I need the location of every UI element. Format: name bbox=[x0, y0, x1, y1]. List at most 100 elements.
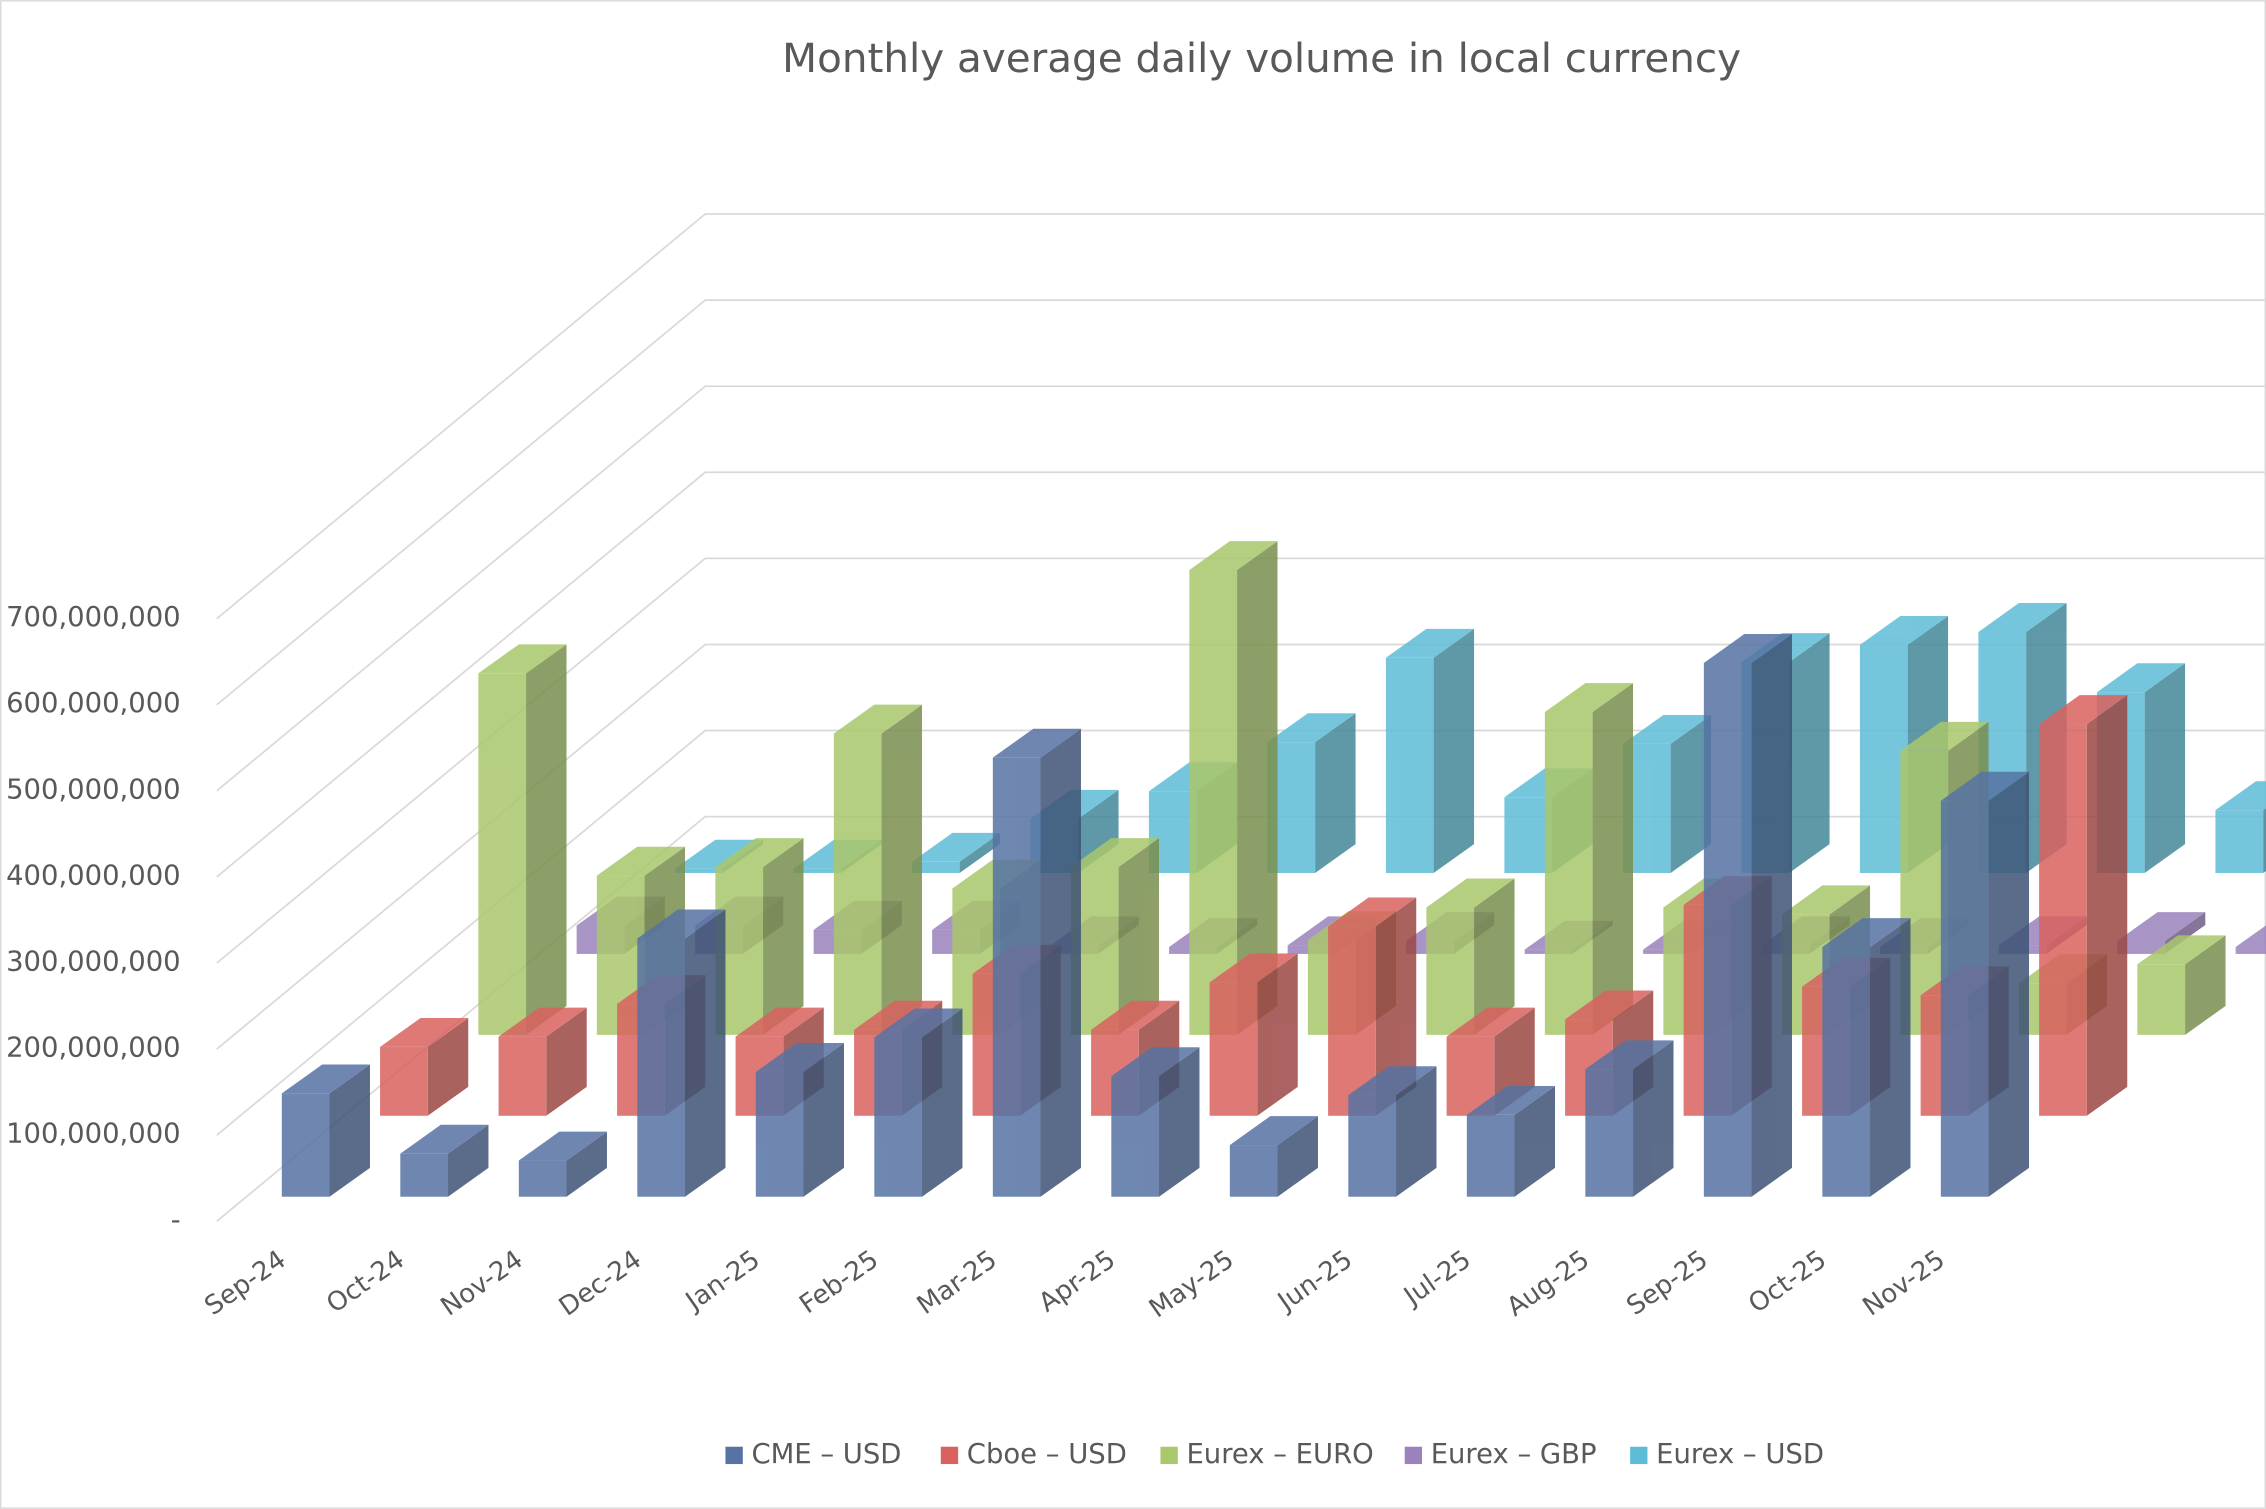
bar-side bbox=[922, 1008, 963, 1197]
bar-top bbox=[992, 728, 1081, 758]
grid-line bbox=[216, 471, 2266, 878]
bar-side bbox=[2086, 695, 2128, 1116]
bar bbox=[1267, 713, 1356, 874]
bar-side bbox=[1315, 713, 1356, 874]
bar-side bbox=[1592, 683, 1634, 1035]
grid-line bbox=[216, 299, 2266, 706]
bar-front bbox=[1385, 657, 1434, 874]
bar-top bbox=[854, 1000, 943, 1030]
bar-front bbox=[1189, 569, 1238, 1035]
bar-top bbox=[1781, 885, 1871, 915]
bar-top bbox=[735, 1007, 824, 1037]
bar-side bbox=[1870, 918, 1911, 1197]
legend-swatch bbox=[725, 1446, 743, 1465]
bar-top bbox=[380, 1018, 469, 1047]
legend-label: CME – USD bbox=[751, 1439, 901, 1470]
bar-top bbox=[1091, 1000, 1180, 1030]
bar-side bbox=[803, 1042, 844, 1197]
bar-side bbox=[685, 909, 726, 1197]
bar-front bbox=[1859, 644, 1908, 874]
legend-swatch bbox=[940, 1446, 959, 1465]
bar-top bbox=[1466, 1086, 1555, 1115]
bar-front bbox=[1822, 947, 1871, 1197]
y-tick-label: 700,000,000 bbox=[6, 602, 181, 633]
bar bbox=[992, 728, 1081, 1197]
bar-front bbox=[1209, 982, 1258, 1116]
bar-front bbox=[400, 1153, 448, 1197]
bar-front bbox=[2215, 810, 2264, 874]
bar-front bbox=[833, 733, 882, 1035]
bar-front bbox=[281, 1093, 330, 1197]
bar bbox=[1940, 771, 2029, 1197]
bar-top bbox=[1544, 683, 1634, 713]
bar bbox=[2137, 935, 2226, 1035]
bar-front bbox=[637, 938, 686, 1197]
grid-line bbox=[216, 557, 2266, 964]
bar-top bbox=[1585, 1040, 1674, 1070]
bar-front bbox=[755, 1071, 804, 1197]
y-tick-label: 300,000,000 bbox=[6, 947, 181, 978]
y-tick-label: 500,000,000 bbox=[6, 774, 181, 805]
bar-side bbox=[1118, 838, 1160, 1035]
bar-top bbox=[2117, 912, 2206, 942]
bar-top bbox=[518, 1131, 607, 1161]
bar bbox=[715, 838, 804, 1035]
y-tick-label: 200,000,000 bbox=[6, 1033, 181, 1064]
bar bbox=[1426, 878, 1515, 1035]
bar-top bbox=[281, 1064, 370, 1094]
bar bbox=[400, 1124, 489, 1197]
bar-front bbox=[911, 861, 960, 874]
bar-front bbox=[380, 1046, 428, 1116]
bar-front bbox=[1229, 1145, 1278, 1197]
bar-front bbox=[1426, 907, 1475, 1035]
bar bbox=[281, 1064, 370, 1197]
bar-side bbox=[566, 1131, 607, 1197]
bar-front bbox=[1703, 662, 1752, 1197]
bar-top bbox=[498, 1007, 587, 1037]
bar-side bbox=[1375, 897, 1417, 1116]
bar-side bbox=[1277, 1116, 1318, 1197]
bar-side bbox=[2144, 663, 2186, 874]
bar-front bbox=[1504, 797, 1553, 874]
bar-side bbox=[1159, 1047, 1200, 1197]
legend-label: Eurex – USD bbox=[1656, 1439, 1824, 1470]
bar-top bbox=[2215, 781, 2266, 811]
bar-top bbox=[596, 846, 686, 876]
bar-side bbox=[526, 644, 567, 1035]
bar bbox=[498, 1007, 587, 1116]
bar-top bbox=[400, 1124, 489, 1154]
bar-front bbox=[874, 1037, 923, 1197]
bar-top bbox=[1111, 1047, 1200, 1077]
bar-top bbox=[1426, 878, 1515, 908]
bar-side bbox=[329, 1064, 370, 1197]
bar bbox=[478, 644, 567, 1035]
legend-label: Cboe – USD bbox=[967, 1439, 1127, 1470]
bar-side bbox=[546, 1007, 587, 1116]
bar bbox=[1585, 1040, 1674, 1197]
bar-front bbox=[498, 1036, 547, 1116]
bar-front bbox=[1466, 1114, 1515, 1197]
bar-front bbox=[1585, 1069, 1634, 1197]
bar-top bbox=[1209, 953, 1298, 983]
legend-label: Eurex – EURO bbox=[1186, 1439, 1373, 1470]
bar-side bbox=[1633, 1040, 1674, 1197]
bar-top bbox=[1385, 628, 1475, 658]
bar-front bbox=[1348, 1095, 1397, 1197]
bar-top bbox=[1940, 771, 2029, 801]
bar-top bbox=[1703, 634, 1792, 663]
bar bbox=[1703, 634, 1792, 1197]
grid-line bbox=[216, 385, 2266, 792]
chart-title: Monthly average daily volume in local cu… bbox=[782, 34, 1741, 82]
bar bbox=[755, 1042, 844, 1197]
bar bbox=[1209, 953, 1298, 1116]
bar-top bbox=[833, 704, 923, 734]
bar-top bbox=[674, 839, 764, 869]
legend-swatch bbox=[1630, 1446, 1648, 1465]
bar-side bbox=[427, 1018, 469, 1116]
bar-side bbox=[763, 838, 804, 1035]
bar bbox=[637, 909, 726, 1197]
bar-side bbox=[1237, 541, 1278, 1035]
bar-side bbox=[1040, 728, 1081, 1197]
legend-label: Eurex – GBP bbox=[1431, 1439, 1597, 1470]
